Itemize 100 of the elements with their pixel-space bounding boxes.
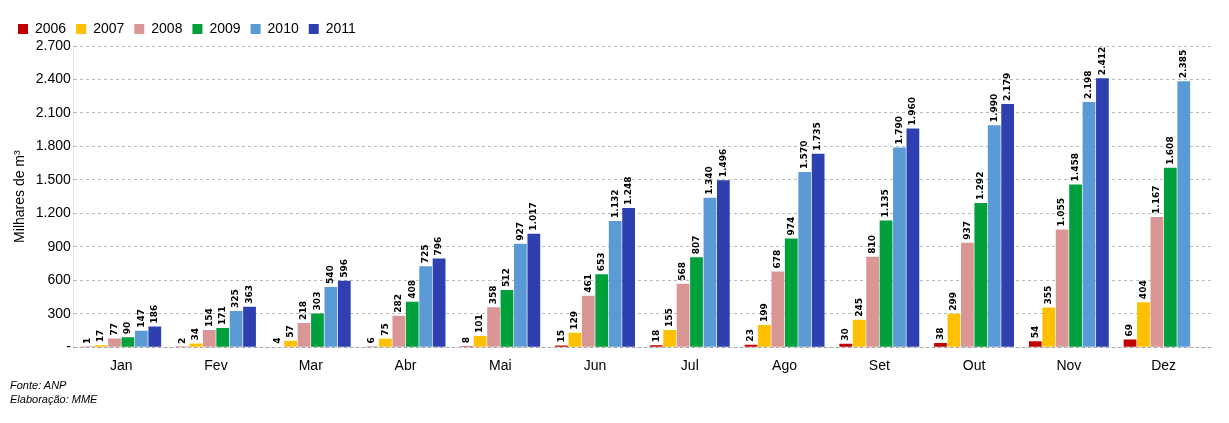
bar [527, 233, 541, 347]
data-label: 34 [190, 327, 201, 341]
data-label: 678 [772, 249, 783, 269]
bar [243, 306, 256, 347]
data-label: 57 [284, 325, 295, 338]
data-label: 129 [569, 311, 580, 330]
data-label: 1.292 [975, 171, 986, 201]
bar [676, 283, 690, 347]
bar [744, 344, 758, 347]
bar [216, 328, 230, 347]
data-label: 1.135 [880, 189, 891, 218]
data-label: 154 [203, 308, 214, 328]
bar [1137, 302, 1150, 347]
bar [987, 125, 1001, 347]
data-label: 147 [135, 309, 146, 328]
bar [500, 290, 514, 347]
legend-label: 2011 [325, 19, 357, 36]
data-label: 1.735 [812, 122, 823, 151]
bar [1163, 167, 1177, 347]
data-label: 404 [1137, 280, 1148, 300]
bar [703, 197, 717, 347]
data-label: 725 [419, 244, 430, 264]
y-tick-label: 900 [47, 237, 72, 254]
x-tick-label: Dez [1151, 357, 1177, 374]
data-label: 75 [379, 323, 390, 336]
bar [961, 242, 974, 347]
data-label: 2 [176, 337, 187, 344]
data-label: 1.132 [609, 189, 620, 218]
data-label: 101 [474, 314, 485, 333]
x-tick-label: Jun [583, 357, 607, 374]
bar [663, 329, 677, 347]
bar [1177, 81, 1191, 347]
x-tick-label: Abr [394, 357, 417, 374]
y-tick-label: 300 [47, 304, 72, 321]
bar [1042, 307, 1056, 347]
bar [324, 286, 338, 347]
legend-label: 2010 [267, 19, 299, 36]
legend-label: 2007 [93, 19, 125, 36]
bar [229, 310, 243, 347]
bar [337, 280, 351, 347]
bar [1055, 229, 1069, 347]
bar [514, 243, 527, 347]
data-label: 155 [664, 308, 675, 327]
bar [405, 301, 419, 347]
data-label: 1.248 [622, 176, 633, 205]
bar [1028, 341, 1042, 347]
data-label: 199 [758, 303, 769, 322]
data-label: 512 [501, 268, 512, 288]
bar [284, 340, 297, 347]
data-label: 171 [217, 306, 228, 326]
data-label: 299 [948, 292, 959, 311]
bar [866, 256, 879, 347]
data-label: 1.496 [717, 148, 728, 178]
x-tick-label: Ago [772, 357, 798, 374]
data-label: 927 [514, 221, 525, 241]
y-tick-label: 1.500 [35, 170, 72, 187]
bar [622, 207, 635, 347]
data-label: 6 [366, 337, 377, 344]
bar [1001, 104, 1015, 347]
bar [852, 319, 866, 347]
data-label: 1.608 [1164, 136, 1175, 165]
y-tick-label: 1.200 [35, 204, 72, 221]
data-label: 325 [230, 289, 241, 308]
data-label: 2.198 [1083, 70, 1094, 99]
x-tick-label: Mai [488, 357, 512, 374]
data-label: 796 [433, 236, 444, 256]
bar [392, 315, 406, 347]
data-label: 1.960 [907, 97, 918, 126]
bar [1069, 184, 1082, 347]
data-label: 69 [1124, 323, 1135, 337]
data-label: 974 [785, 216, 796, 236]
y-tick-label: 2.100 [35, 103, 72, 120]
bar [568, 332, 582, 347]
bar [121, 337, 135, 347]
bar [419, 266, 433, 347]
bar [202, 330, 216, 347]
data-label: 4 [271, 337, 282, 344]
data-label: 810 [866, 235, 877, 254]
data-label: 363 [243, 284, 254, 304]
data-label: 30 [840, 328, 851, 341]
bar [595, 274, 609, 347]
bar [798, 172, 812, 347]
data-label: 245 [853, 298, 864, 317]
bar [378, 338, 392, 347]
data-label: 23 [745, 329, 756, 342]
bar [811, 153, 825, 347]
data-label: 358 [487, 285, 498, 305]
y-tick-label: 600 [47, 271, 72, 288]
text: Elaboração: MME [10, 392, 99, 406]
x-tick-label: Mar [298, 357, 324, 374]
bar [974, 203, 988, 347]
data-label: 38 [934, 327, 945, 340]
data-label: 1.790 [893, 116, 904, 145]
data-label: 17 [95, 329, 106, 343]
bar [432, 258, 446, 347]
data-label: 1.570 [799, 140, 810, 170]
data-label: 186 [149, 304, 160, 324]
bar [893, 147, 906, 347]
source-note: Fonte: ANP [10, 378, 68, 392]
data-label: 1.017 [528, 202, 539, 231]
